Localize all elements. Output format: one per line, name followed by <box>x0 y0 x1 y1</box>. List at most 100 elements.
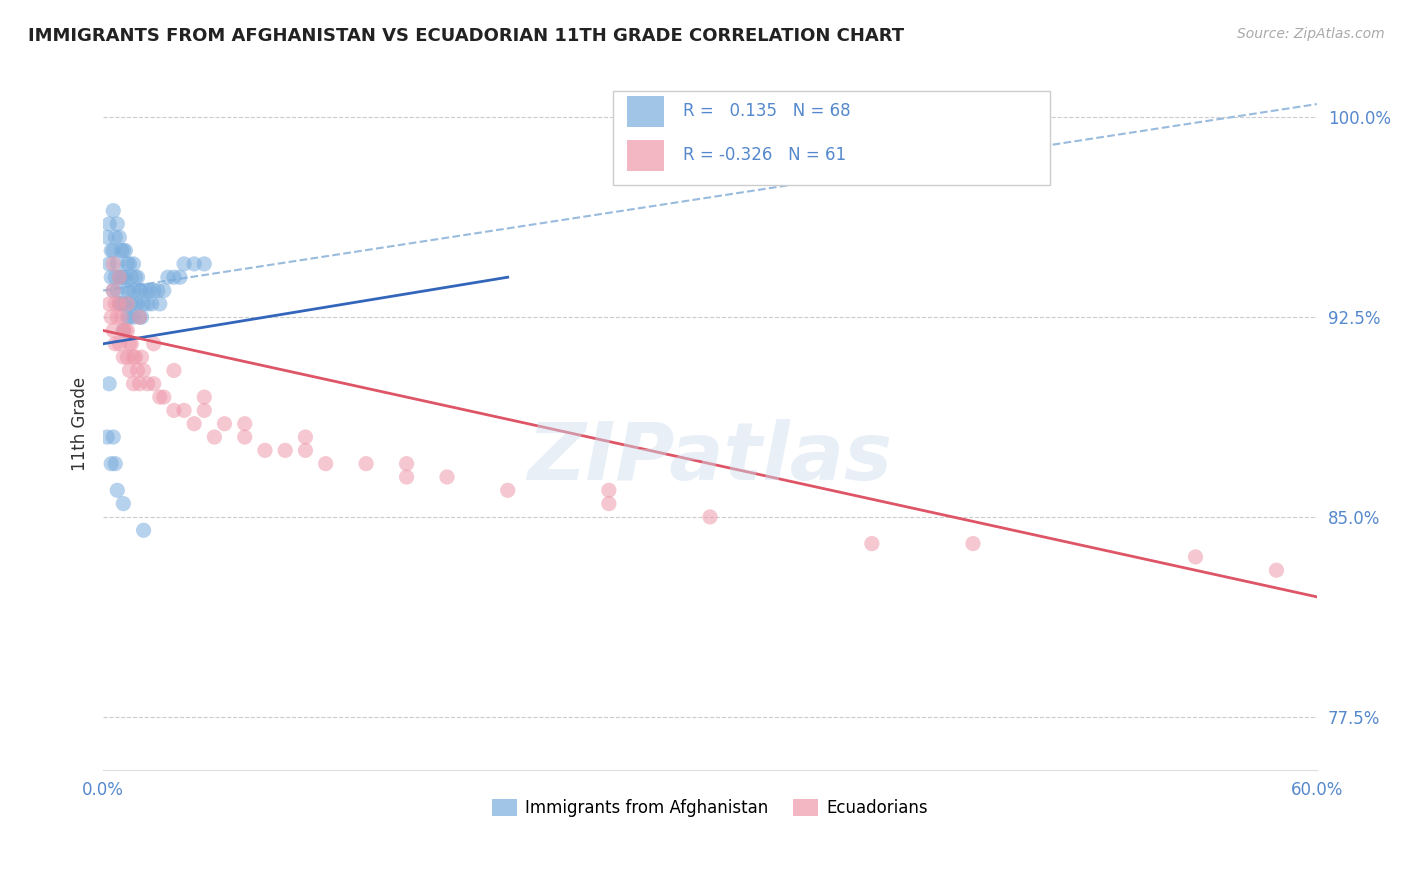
Point <box>169 270 191 285</box>
Point <box>962 536 984 550</box>
Point <box>118 363 141 377</box>
Point <box>120 297 142 311</box>
Point <box>104 336 127 351</box>
Point <box>142 284 165 298</box>
Point <box>233 430 256 444</box>
Point <box>124 297 146 311</box>
Point <box>108 230 131 244</box>
Point <box>118 257 141 271</box>
Point <box>118 336 141 351</box>
Point <box>233 417 256 431</box>
Point <box>114 244 136 258</box>
Point <box>100 310 122 325</box>
Point <box>354 457 377 471</box>
Point <box>436 470 458 484</box>
Point <box>112 244 135 258</box>
Point <box>120 270 142 285</box>
Point <box>118 284 141 298</box>
Point <box>120 336 142 351</box>
Point <box>110 270 132 285</box>
Point <box>1265 563 1288 577</box>
Point <box>117 257 139 271</box>
Point <box>131 350 153 364</box>
Point <box>112 324 135 338</box>
Point <box>136 297 159 311</box>
Point <box>1184 549 1206 564</box>
Point <box>104 457 127 471</box>
Point <box>122 350 145 364</box>
Point <box>114 270 136 285</box>
Point <box>496 483 519 498</box>
Bar <box>627 95 664 127</box>
Point <box>105 483 128 498</box>
Point <box>131 284 153 298</box>
Text: ZIPatlas: ZIPatlas <box>527 419 893 498</box>
Point <box>315 457 337 471</box>
Point <box>104 270 127 285</box>
Point <box>98 217 121 231</box>
Point <box>114 297 136 311</box>
Point <box>127 363 149 377</box>
Point <box>104 230 127 244</box>
Point <box>127 270 149 285</box>
Point <box>128 310 150 325</box>
Point <box>183 257 205 271</box>
Point <box>193 390 215 404</box>
Point <box>104 297 127 311</box>
Point <box>128 310 150 325</box>
Point <box>108 336 131 351</box>
Point <box>193 403 215 417</box>
Point <box>214 417 236 431</box>
Point <box>105 310 128 325</box>
Point <box>103 203 125 218</box>
Point <box>108 270 131 285</box>
Point <box>103 430 125 444</box>
Point <box>124 350 146 364</box>
Point <box>132 363 155 377</box>
Text: R = -0.326   N = 61: R = -0.326 N = 61 <box>683 146 846 164</box>
Point <box>124 270 146 285</box>
Point <box>395 457 418 471</box>
Point <box>146 284 169 298</box>
Point <box>100 270 122 285</box>
Point <box>105 284 128 298</box>
Point <box>110 297 132 311</box>
Point <box>132 523 155 537</box>
Point <box>112 270 135 285</box>
Point <box>135 284 157 298</box>
Point <box>96 430 118 444</box>
Legend: Immigrants from Afghanistan, Ecuadorians: Immigrants from Afghanistan, Ecuadorians <box>485 792 935 824</box>
Text: R =   0.135   N = 68: R = 0.135 N = 68 <box>683 103 851 120</box>
Point <box>112 297 135 311</box>
Point <box>112 497 135 511</box>
Point <box>117 324 139 338</box>
Point <box>98 297 121 311</box>
Text: IMMIGRANTS FROM AFGHANISTAN VS ECUADORIAN 11TH GRADE CORRELATION CHART: IMMIGRANTS FROM AFGHANISTAN VS ECUADORIA… <box>28 27 904 45</box>
Point <box>98 376 121 391</box>
Point <box>118 310 141 325</box>
Point <box>108 297 131 311</box>
Point <box>103 244 125 258</box>
Point <box>122 376 145 391</box>
Point <box>117 284 139 298</box>
Point <box>108 297 131 311</box>
Point <box>103 284 125 298</box>
Point <box>153 284 176 298</box>
Point <box>103 324 125 338</box>
Bar <box>613 91 1050 185</box>
Point <box>141 297 163 311</box>
Point <box>860 536 883 550</box>
Point <box>100 457 122 471</box>
Point <box>127 297 149 311</box>
Point <box>142 376 165 391</box>
Point <box>122 284 145 298</box>
Point <box>96 230 118 244</box>
Point <box>98 257 121 271</box>
Point <box>108 270 131 285</box>
Point <box>142 336 165 351</box>
Point <box>117 310 139 325</box>
Point <box>598 483 620 498</box>
Point <box>202 430 225 444</box>
Point <box>163 403 186 417</box>
Point <box>105 217 128 231</box>
